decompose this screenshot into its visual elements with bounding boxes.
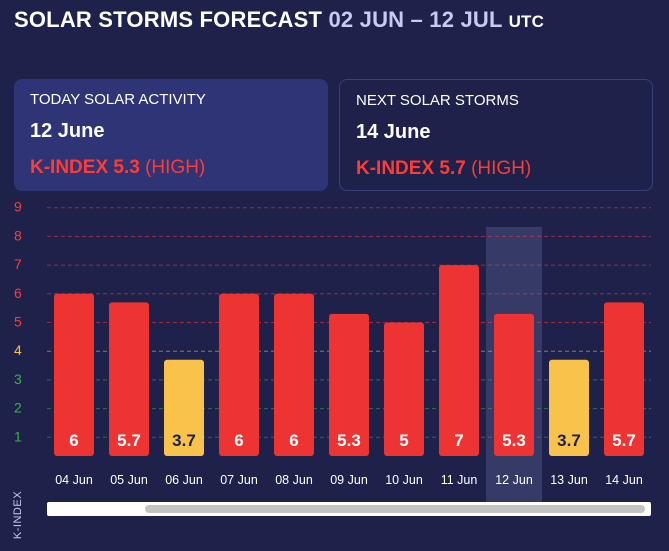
bar: [54, 293, 94, 456]
bar-value-label: 5.3: [502, 431, 526, 450]
y-tick-label: 7: [14, 256, 22, 272]
bar: [549, 359, 589, 456]
y-tick-label: 1: [14, 428, 22, 444]
next-kindex-value: K-INDEX 5.7: [356, 158, 466, 179]
y-tick-label: 3: [14, 371, 22, 387]
bar: [494, 313, 534, 456]
bar: [164, 359, 204, 456]
title-text: SOLAR STORMS FORECAST: [14, 7, 323, 32]
today-card-label: TODAY SOLAR ACTIVITY: [30, 91, 206, 108]
today-card-date: 12 June: [30, 120, 105, 142]
chart-scrollbar[interactable]: [47, 502, 651, 516]
bar-value-label: 3.7: [172, 431, 196, 450]
bar-value-label: 5.7: [117, 431, 141, 450]
bar: [604, 302, 644, 456]
next-card-kindex: K-INDEX 5.7 (HIGH): [356, 158, 636, 180]
y-tick-label: 9: [14, 199, 22, 215]
today-kindex-value: K-INDEX 5.3: [30, 157, 140, 178]
bar: [439, 265, 479, 456]
bar-value-label: 6: [234, 431, 243, 450]
bar-value-label: 5: [399, 431, 408, 450]
timezone-label: UTC: [508, 12, 545, 31]
today-kindex-level: (HIGH): [145, 157, 206, 178]
x-tick-label: 14 Jun: [605, 473, 643, 487]
x-tick-label: 08 Jun: [275, 473, 313, 487]
x-tick-label: 10 Jun: [385, 473, 423, 487]
x-tick-label: 09 Jun: [330, 473, 368, 487]
page-title: SOLAR STORMS FORECAST 02 JUN – 12 JUL UT…: [14, 7, 544, 33]
x-tick-label: 11 Jun: [441, 473, 478, 487]
date-range: 02 JUN – 12 JUL: [328, 7, 503, 32]
next-card-date: 14 June: [356, 121, 431, 143]
bar: [109, 302, 149, 456]
x-tick-label: 12 Jun: [495, 473, 533, 487]
scrollbar-thumb[interactable]: [145, 505, 645, 513]
bar-value-label: 6: [69, 431, 78, 450]
y-tick-label: 2: [14, 400, 22, 416]
next-kindex-level: (HIGH): [471, 158, 532, 179]
x-tick-label: 07 Jun: [220, 473, 258, 487]
bar-value-label: 5.7: [612, 431, 636, 450]
bar: [274, 293, 314, 456]
y-axis-label: K-INDEX: [12, 491, 24, 539]
bar-value-label: 7: [454, 431, 463, 450]
x-tick-label: 13 Jun: [550, 473, 588, 487]
next-card-label: NEXT SOLAR STORMS: [356, 92, 519, 109]
bar: [219, 293, 259, 456]
y-tick-label: 5: [14, 314, 22, 330]
bar-value-label: 6: [289, 431, 298, 450]
y-tick-label: 4: [14, 342, 22, 358]
bar: [329, 313, 369, 456]
bar-value-label: 5.3: [337, 431, 361, 450]
bar: [384, 322, 424, 456]
bar-value-label: 3.7: [557, 431, 581, 450]
x-tick-label: 06 Jun: [165, 473, 203, 487]
next-storms-card: NEXT SOLAR STORMS 14 June K-INDEX 5.7 (H…: [339, 79, 653, 191]
today-activity-card: TODAY SOLAR ACTIVITY 12 June K-INDEX 5.3…: [14, 79, 328, 191]
y-tick-label: 6: [14, 285, 22, 301]
x-tick-label: 05 Jun: [110, 473, 148, 487]
today-card-kindex: K-INDEX 5.3 (HIGH): [30, 157, 312, 179]
y-tick-label: 8: [14, 227, 22, 243]
x-tick-label: 04 Jun: [55, 473, 93, 487]
